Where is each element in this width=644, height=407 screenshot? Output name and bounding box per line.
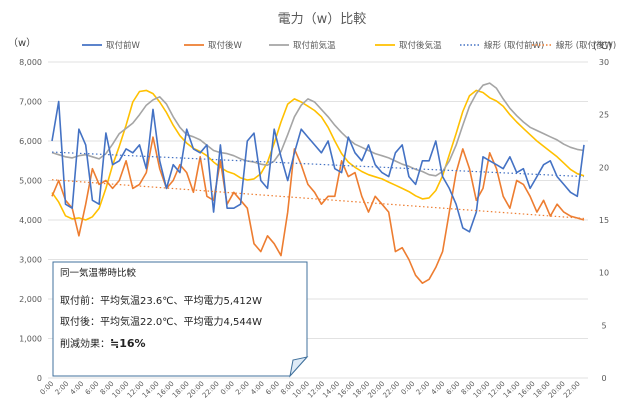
x-tick-label: 6:00	[84, 380, 101, 397]
y-left-tick-label: 8,000	[19, 58, 42, 67]
x-tick-label: 4:00	[249, 380, 266, 397]
y-right-unit: (℃)	[593, 41, 612, 52]
trendline-2	[51, 179, 585, 220]
y-right-tick-label: 30	[599, 58, 609, 67]
y-right-tick-label: 20	[599, 163, 609, 172]
y-right-tick-label: 0	[601, 374, 606, 383]
y-left-tick-label: 0	[37, 374, 42, 383]
series-line-4	[51, 89, 585, 221]
series-line-2	[51, 136, 585, 285]
y-left-tick-label: 7,000	[19, 98, 42, 107]
y-right-tick-label: 15	[599, 216, 609, 225]
x-tick-label: 6:00	[445, 380, 462, 397]
y-left-tick-label: 5,000	[19, 177, 42, 186]
legend-label-3: 取付前気温	[293, 40, 336, 51]
x-tick-label: 22:00	[381, 380, 401, 400]
y-right-tick-label: 5	[601, 321, 606, 330]
x-tick-label: 2:00	[54, 380, 71, 397]
x-tick-label: 6:00	[264, 380, 281, 397]
x-axis: 0:002:004:006:008:0010:0012:0014:0016:00…	[39, 380, 582, 400]
annotation-fold	[289, 356, 309, 378]
legend: 取付前W 取付後W 取付前気温 取付後気温 線形 (取付前W) 線形 (取付後W)	[82, 40, 616, 51]
y-left-axis: 0 1,000 2,000 3,000 4,000 5,000 6,000 7,000 8,00…	[19, 58, 42, 383]
annotation-effect: 削減効果：≒16%	[60, 337, 146, 350]
x-tick-label: 4:00	[430, 380, 447, 397]
chart-title: 電力（w）比較	[278, 12, 367, 27]
annotation-box: 同一気温帯時比較 取付前：平均気温23.6℃、平均電力5,412W 取付後：平均…	[52, 261, 309, 378]
x-tick-label: 22:00	[562, 380, 582, 400]
legend-label-4: 取付後気温	[399, 40, 442, 51]
y-left-unit: （w）	[8, 37, 36, 49]
y-right-tick-label: 10	[599, 269, 609, 278]
annotation-line-1: 同一気温帯時比較	[60, 267, 137, 279]
legend-label-1: 取付前W	[106, 40, 141, 51]
legend-label-6: 線形 (取付後W)	[556, 40, 616, 51]
x-tick-label: 2:00	[415, 380, 432, 397]
x-tick-label: 4:00	[69, 380, 86, 397]
series-line-3	[51, 82, 585, 177]
annotation-line-2: 取付前：平均気温23.6℃、平均電力5,412W	[60, 294, 262, 307]
annotation-effect-prefix: 削減効果：	[60, 337, 110, 350]
y-left-tick-label: 1,000	[19, 335, 42, 344]
x-tick-label: 0:00	[219, 380, 236, 397]
annotation-line-3: 取付後：平均気温22.0℃、平均電力4,544W	[60, 315, 262, 328]
legend-label-5: 線形 (取付前W)	[484, 40, 544, 51]
y-left-tick-label: 4,000	[19, 216, 42, 225]
x-tick-label: 22:00	[201, 380, 221, 400]
x-tick-label: 2:00	[234, 380, 251, 397]
series-layer	[51, 82, 585, 285]
y-right-tick-label: 25	[599, 111, 609, 120]
y-left-tick-label: 3,000	[19, 256, 42, 265]
x-tick-label: 0:00	[400, 380, 417, 397]
series-line-1	[51, 100, 585, 233]
trendline-1	[51, 151, 585, 178]
legend-label-2: 取付後W	[208, 40, 243, 51]
y-left-tick-label: 2,000	[19, 295, 42, 304]
annotation-effect-value: ≒16%	[110, 337, 146, 350]
y-right-axis: 0 5 10 15 20 25 30	[599, 58, 609, 383]
y-left-tick-label: 6,000	[19, 137, 42, 146]
